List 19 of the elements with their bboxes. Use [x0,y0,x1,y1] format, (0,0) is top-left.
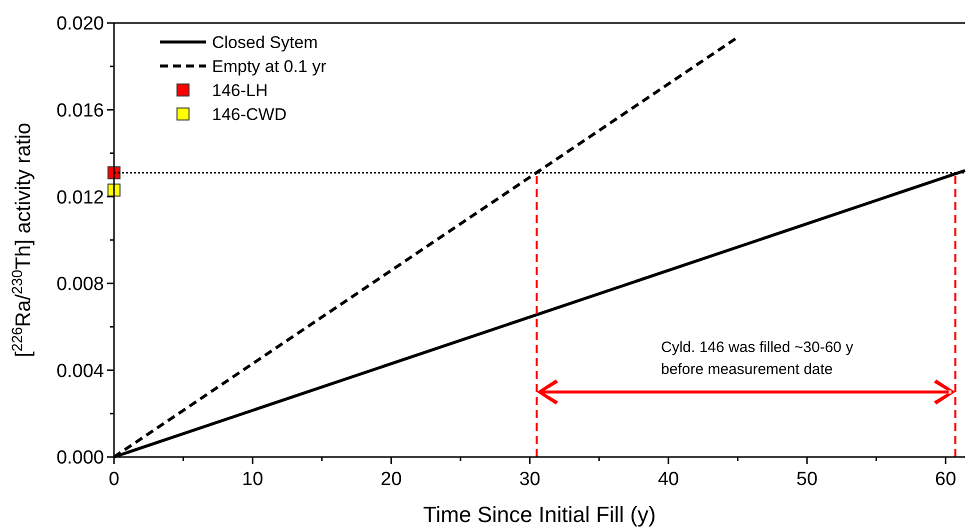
x-tick-label: 50 [796,469,818,490]
x-tick-label: 60 [935,469,956,490]
y-tick-label: 0.016 [56,100,104,122]
x-tick-label: 10 [242,469,264,490]
y-tick-label: 0.020 [56,14,104,35]
x-tick-label: 20 [380,469,402,490]
y-tick-label: 0.004 [56,360,104,382]
x-tick-label: 0 [108,469,120,490]
annotation: Cyld. 146 was filled ~30-60 y before measurement date [661,339,854,378]
x-axis-title: Time Since Initial Fill (y) [423,502,656,527]
y-tick-label: 0.008 [56,274,104,296]
x-tick-label: 30 [519,469,540,490]
x-tick-label: 40 [658,469,679,490]
legend-label: 146-LH [212,80,268,100]
legend-label: 146-CWD [212,104,287,124]
legend-label: Closed Sytem [212,32,318,52]
y-tick-label: 0.012 [56,187,104,208]
y-tick-label: 0.000 [56,448,104,469]
legend-label: Empty at 0.1 yr [212,56,327,76]
